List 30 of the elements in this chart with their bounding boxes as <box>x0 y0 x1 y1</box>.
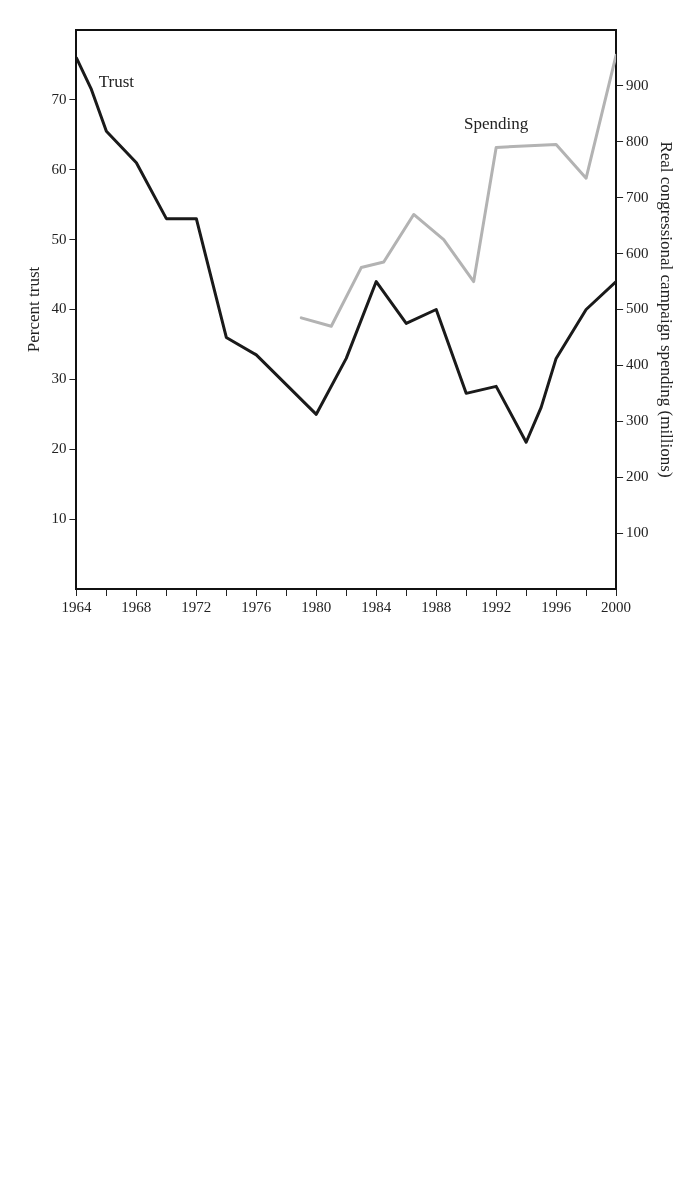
y2-tick-label: 200 <box>626 468 649 485</box>
y-tick-label: 70 <box>51 90 67 107</box>
x-tick-label: 2000 <box>601 598 632 615</box>
x-tick-label: 1992 <box>481 598 512 615</box>
y-tick-label: 40 <box>51 300 67 317</box>
y2-tick-label: 400 <box>626 356 649 373</box>
y2-tick-label: 300 <box>626 412 649 429</box>
y-tick-label: 60 <box>51 160 67 177</box>
y-tick-label: 30 <box>51 370 67 387</box>
y-tick-label: 10 <box>51 510 67 527</box>
x-tick-label: 1968 <box>121 598 152 615</box>
x-tick-label: 1976 <box>241 598 272 615</box>
x-tick-label: 1996 <box>541 598 572 615</box>
y-tick-label: 20 <box>51 440 67 457</box>
series-label: Spending <box>464 114 529 134</box>
y2-tick-label: 600 <box>626 244 649 261</box>
x-tick-label: 1984 <box>361 598 392 615</box>
y2-tick-label: 500 <box>626 300 649 317</box>
y2-tick-label: 900 <box>626 76 649 93</box>
x-tick-label: 1972 <box>181 598 212 615</box>
y2-axis-title: Real congressional campaign spending (millions) <box>657 141 677 478</box>
y-axis-title: Percent trust <box>23 266 43 353</box>
y2-tick-label: 800 <box>626 132 649 149</box>
series-label: Trust <box>98 72 135 92</box>
x-tick-label: 1988 <box>421 598 452 615</box>
x-tick-label: 1980 <box>301 598 332 615</box>
y2-tick-label: 100 <box>626 524 649 541</box>
x-tick-label: 1964 <box>61 598 92 615</box>
y-tick-label: 50 <box>51 230 67 247</box>
y2-tick-label: 700 <box>626 188 649 205</box>
